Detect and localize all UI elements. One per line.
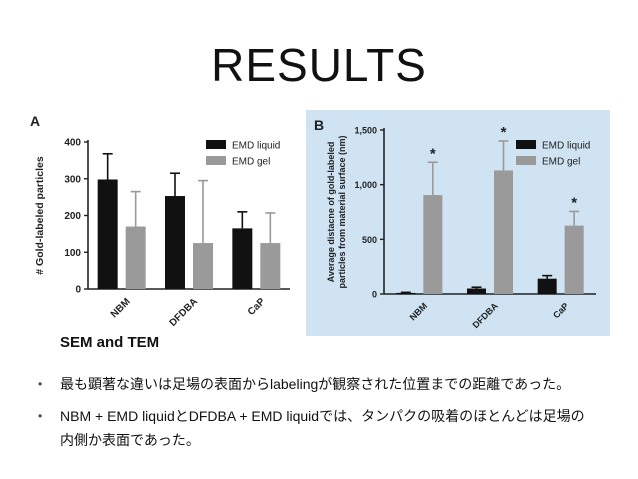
bullet-icon: • (38, 409, 43, 423)
legend-swatch (516, 156, 536, 165)
y-axis-title: particles from material surface (nm) (337, 135, 347, 288)
chart-panel-b: B 0 500 1,000 1,500 Average distacne of gold-… (306, 110, 610, 336)
bar (467, 288, 486, 294)
significance-marker: * (501, 124, 507, 141)
x-tick-label: NBM (109, 296, 133, 320)
x-tick-label: DFDBA (471, 300, 501, 330)
bullet-text: 最も顕著な違いは足場の表面からlabelingが観察された位置までの距離であった… (60, 376, 571, 392)
panel-label: A (30, 113, 40, 129)
y-tick-label: 1,000 (354, 180, 377, 190)
bullet-icon: • (38, 377, 43, 391)
x-tick-label: NBM (408, 301, 430, 323)
bullet-item: • 最も顕著な違いは足場の表面からlabelingが観察された位置までの距離であ… (38, 372, 598, 396)
legend-swatch (206, 156, 226, 165)
y-tick-label: 100 (64, 248, 81, 259)
y-tick-label: 500 (362, 235, 377, 245)
x-tick-label: CaP (551, 301, 570, 320)
y-tick-label: 1,500 (354, 126, 377, 136)
bar (537, 278, 557, 294)
bar (260, 243, 281, 289)
legend-swatch (206, 140, 226, 149)
bar (396, 292, 416, 294)
bullet-item: • NBM + EMD liquidとDFDBA + EMD liquidでは、… (38, 404, 598, 452)
significance-marker: * (430, 145, 436, 162)
x-tick-label: CaP (246, 296, 268, 318)
y-tick-label: 0 (372, 290, 377, 300)
legend-label: EMD liquid (232, 141, 280, 152)
bar (165, 196, 185, 289)
x-tick-label: DFDBA (168, 296, 201, 329)
legend-label: EMD liquid (542, 141, 590, 152)
y-tick-label: 300 (64, 174, 81, 185)
bullet-list: • 最も顕著な違いは足場の表面からlabelingが観察された位置までの距離であ… (38, 372, 598, 460)
legend-label: EMD gel (542, 157, 580, 168)
y-tick-label: 200 (64, 211, 81, 222)
bar (125, 226, 146, 289)
significance-marker: * (571, 194, 577, 211)
bar (494, 170, 513, 294)
section-heading: SEM and TEM (60, 334, 160, 351)
bullet-text: NBM + EMD liquidとDFDBA + EMD liquidでは、タン… (60, 408, 585, 448)
chart-a-svg: A 0 100 200 300 400 # Gold-labeled particles NB… (30, 113, 290, 329)
y-axis-title: Average distacne of gold-labeled (326, 142, 336, 283)
y-axis-title: # Gold-labeled particles (34, 156, 46, 275)
legend-swatch (516, 140, 536, 149)
chart-panel-a: A 0 100 200 300 400 # Gold-labeled particles NB… (28, 112, 300, 334)
chart-b-svg: B 0 500 1,000 1,500 Average distacne of gold-… (314, 117, 596, 330)
legend-label: EMD gel (232, 157, 270, 168)
bar (564, 225, 584, 294)
y-tick-label: 400 (64, 138, 81, 149)
slide-title: RESULTS (211, 39, 427, 91)
y-tick-label: 0 (75, 285, 81, 296)
bar (193, 243, 213, 289)
bar (97, 179, 118, 289)
bar (232, 228, 253, 289)
bar (423, 195, 443, 294)
panel-label: B (314, 117, 324, 133)
